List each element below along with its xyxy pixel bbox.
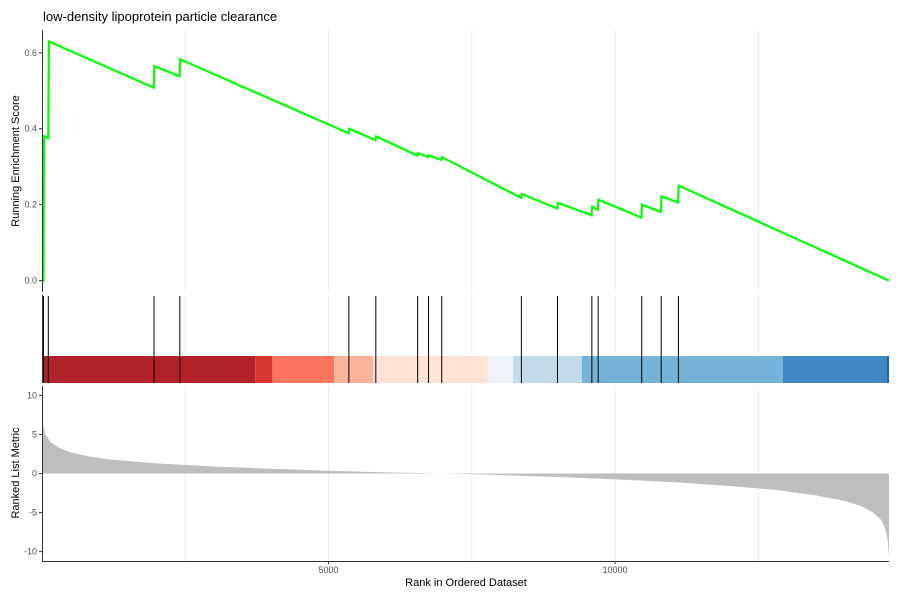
enrichment-y-tick-label: 0.2: [24, 200, 37, 210]
color-bar-segment: [42, 356, 256, 383]
enrichment-y-tick-label: 0.4: [24, 124, 37, 134]
gene-hits: [42, 296, 889, 383]
enrichment-y-tick-label: 0.6: [24, 48, 37, 58]
ranked-y-tick-label: 10: [27, 390, 37, 400]
ranked-y-label: Ranked List Metric: [10, 427, 22, 519]
chart-title: low-density lipoprotein particle clearan…: [43, 9, 277, 24]
enrichment-panel: 0.0 0.2 0.4 0.6 Running Enrichment Score: [10, 30, 890, 292]
color-bar-end: [887, 356, 889, 383]
x-axis-label: Rank in Ordered Dataset: [405, 577, 527, 589]
color-bar-segment: [373, 356, 489, 383]
enrichment-y-label: Running Enrichment Score: [10, 95, 22, 226]
color-bar-segment: [255, 356, 273, 383]
color-bar-segment: [334, 356, 374, 383]
x-axis: 5000 10000: [319, 561, 628, 575]
ranked-y-tick-label: 0: [32, 469, 37, 479]
running-enrichment-line: [42, 39, 890, 282]
x-tick-label: 5000: [319, 565, 339, 575]
enrichment-y-tick-label: 0.0: [24, 276, 37, 286]
enrichment-grid: [184, 30, 759, 292]
hits-panel: [42, 295, 889, 383]
enrichment-y-axis: 0.0 0.2 0.4 0.6: [24, 48, 42, 286]
ranked-metric-area: [42, 414, 889, 558]
color-bar-segment: [782, 356, 889, 383]
ranked-y-tick-label: -5: [29, 508, 37, 518]
color-bar-segment: [488, 356, 514, 383]
ranked-y-tick-label: -10: [24, 547, 37, 557]
hits-grid: [184, 295, 759, 356]
ranked-panel: 10 5 0 -5 -10 5000 10000 Ranked List Metric R…: [10, 386, 889, 589]
x-tick-label: 10000: [603, 565, 628, 575]
color-bar-segment: [513, 356, 582, 383]
color-bar-segment: [581, 356, 783, 383]
ranked-y-tick-label: 5: [32, 429, 37, 439]
color-bar-segment: [272, 356, 335, 383]
ranked-y-axis: 10 5 0 -5 -10: [24, 390, 42, 557]
